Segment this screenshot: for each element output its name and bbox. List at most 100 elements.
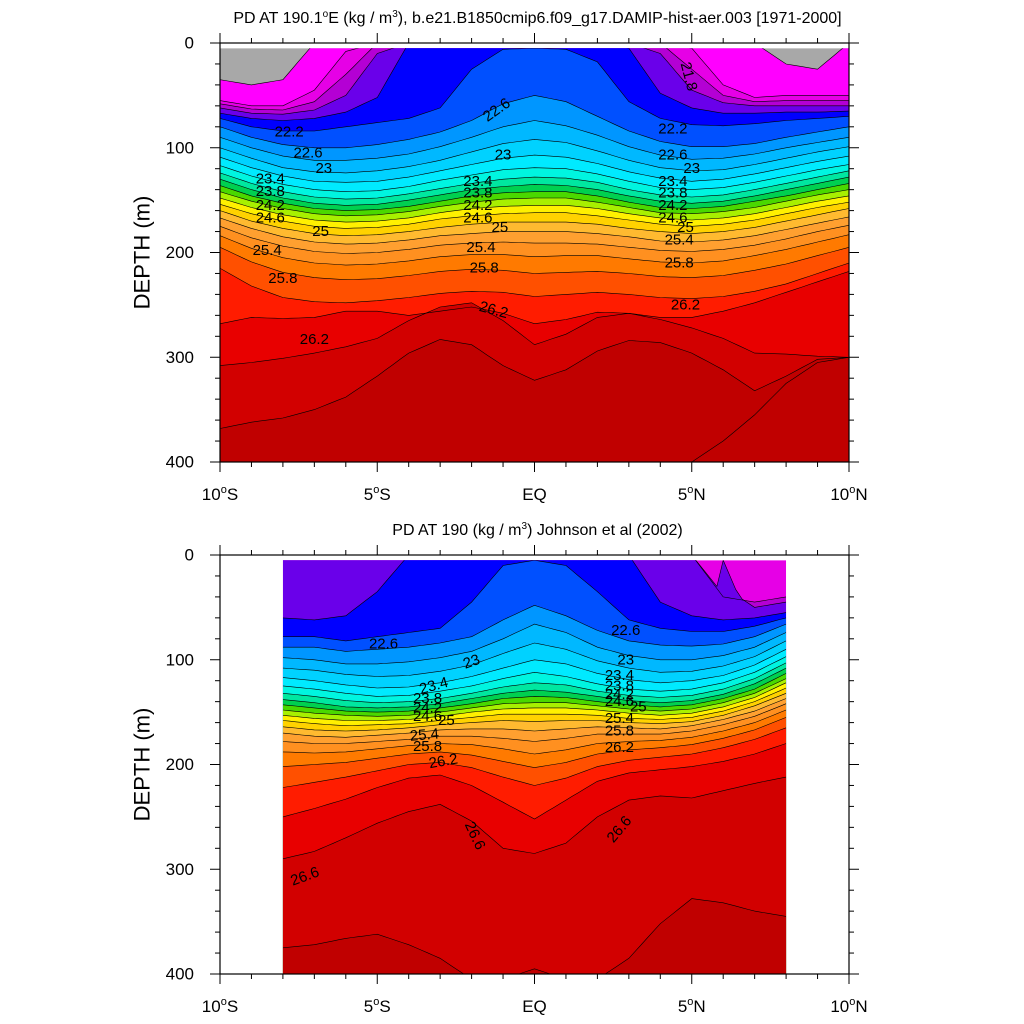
isopycnal-line-26.4 bbox=[282, 776, 787, 860]
x-tick-label: EQ bbox=[522, 485, 547, 504]
isopycnal-line-26.2 bbox=[282, 743, 787, 820]
contour-label: 23 bbox=[617, 651, 634, 668]
contour-label: 24.6 bbox=[256, 209, 285, 226]
isopycnal-line-26.2 bbox=[220, 271, 849, 325]
isopycnal-line-23.8 bbox=[282, 662, 787, 704]
y-tick-label: 400 bbox=[166, 453, 194, 472]
isopycnal-line-22.2 bbox=[695, 560, 787, 608]
isopycnal-line-25.8 bbox=[282, 717, 787, 768]
isopycnal-line-26 bbox=[220, 262, 849, 304]
isopycnal-line-24.8 bbox=[220, 201, 849, 229]
y-axis-label: DEPTH (m) bbox=[130, 708, 155, 822]
isopycnal-line-22.4 bbox=[282, 560, 787, 621]
contour-label: 25.4 bbox=[605, 710, 634, 727]
contour-label: 25.4 bbox=[665, 231, 694, 248]
contour-label: 23.4 bbox=[605, 667, 634, 684]
contour-label: 25 bbox=[630, 698, 647, 715]
isopycnal-line-26.6 bbox=[282, 898, 787, 974]
isopycnal-line-24.2 bbox=[282, 673, 787, 713]
contour-label: 25.8 bbox=[470, 260, 499, 277]
contour-label: 24.2 bbox=[605, 686, 634, 703]
contour-label: 24.6 bbox=[413, 708, 442, 725]
y-tick-label: 300 bbox=[166, 860, 194, 879]
contour-label: 25.4 bbox=[466, 239, 495, 256]
contour-label: 26.2 bbox=[427, 750, 459, 772]
chart-title: PD AT 190.1oE (kg / m3), b.e21.B1850cmip… bbox=[233, 9, 841, 27]
isopycnal-line-23.6 bbox=[220, 164, 849, 193]
y-axis-label: DEPTH (m) bbox=[130, 196, 155, 310]
contour-label: 25.4 bbox=[253, 242, 282, 259]
x-tick-label: 5oN bbox=[678, 996, 706, 1016]
contour-label: 22.6 bbox=[293, 144, 322, 161]
isopycnal-line-22.2 bbox=[220, 48, 849, 115]
isopycnal-line-22.6 bbox=[220, 48, 849, 132]
contour-label: 22.6 bbox=[611, 622, 640, 639]
isopycnal-line-24.4 bbox=[282, 678, 787, 717]
isopycnal-line-23 bbox=[220, 120, 849, 161]
isopycnal-line-22.8 bbox=[282, 604, 787, 652]
contour-label: 25.8 bbox=[413, 738, 442, 755]
contour-label: 23.4 bbox=[658, 173, 687, 190]
isopycnal-line-25.4 bbox=[282, 703, 787, 744]
contour-label: 24.2 bbox=[658, 197, 687, 214]
isopycnal-line-26.6 bbox=[220, 339, 849, 429]
contour-label: 22.6 bbox=[658, 147, 687, 164]
isopycnal-line-23 bbox=[282, 623, 787, 665]
contour-label: 24.2 bbox=[413, 699, 442, 716]
x-tick-label: 5oN bbox=[678, 484, 706, 504]
contour-label: 25.4 bbox=[409, 725, 440, 744]
isopycnal-line-25 bbox=[282, 693, 787, 732]
contour-label: 24.6 bbox=[463, 209, 492, 226]
contour-label: 23 bbox=[461, 651, 482, 673]
isopycnal-line-24.4 bbox=[220, 189, 849, 217]
contour-label: 23.8 bbox=[256, 183, 285, 200]
isopycnal-line-25.8 bbox=[220, 247, 849, 281]
contour-label: 24.2 bbox=[463, 197, 492, 214]
isopycnal-line-22.4 bbox=[220, 48, 849, 121]
isopycnal-line-24 bbox=[282, 667, 787, 709]
isopycnal-line-25.2 bbox=[220, 216, 849, 245]
top-panel-hist-aer: 21.822.622.222.62323.423.824.224.62525.4… bbox=[130, 9, 868, 504]
contour-band-26.6 bbox=[282, 898, 787, 974]
y-tick-label: 100 bbox=[166, 138, 194, 157]
isopycnal-line-25.6 bbox=[282, 709, 787, 755]
contour-label: 24.6 bbox=[605, 693, 634, 710]
isopycnal-line-26 bbox=[282, 727, 787, 788]
contour-label: 25.8 bbox=[605, 722, 634, 739]
contour-band-26.6 bbox=[220, 339, 849, 462]
contour-label: 21.8 bbox=[677, 60, 701, 93]
contour-label: 23.4 bbox=[418, 674, 451, 698]
isopycnal-line-22 bbox=[220, 48, 849, 111]
contour-band-26.8 bbox=[220, 357, 849, 463]
y-tick-label: 200 bbox=[166, 243, 194, 262]
contour-label: 25 bbox=[312, 223, 329, 240]
y-tick-label: 0 bbox=[185, 546, 194, 565]
contour-label: 23.4 bbox=[463, 173, 492, 190]
x-tick-label: EQ bbox=[522, 997, 547, 1016]
isopycnal-line-23.4 bbox=[220, 154, 849, 183]
isopycnal-line-24.6 bbox=[220, 195, 849, 223]
y-tick-label: 0 bbox=[185, 34, 194, 53]
bottom-panel-johnson: 22.622.6232323.423.824.224.62525.425.826… bbox=[130, 521, 868, 1016]
isopycnal-line-26.4 bbox=[220, 302, 849, 366]
contour-label: 25 bbox=[492, 219, 509, 236]
y-tick-label: 400 bbox=[166, 965, 194, 984]
contour-label: 23.8 bbox=[658, 184, 687, 201]
y-tick-label: 300 bbox=[166, 348, 194, 367]
isopycnal-line-25.6 bbox=[220, 234, 849, 266]
contour-label: 26.2 bbox=[477, 298, 510, 322]
contour-label: 26.2 bbox=[671, 296, 700, 313]
isopycnal-line-23.4 bbox=[282, 649, 787, 689]
x-tick-label: 10oN bbox=[830, 996, 867, 1016]
chart-title: PD AT 190 (kg / m3) Johnson et al (2002) bbox=[392, 521, 682, 539]
contour-label: 26.2 bbox=[300, 331, 329, 348]
contour-label: 22.2 bbox=[275, 124, 304, 141]
isopycnal-line-26.8 bbox=[689, 357, 849, 463]
contour-label: 22.2 bbox=[658, 120, 687, 137]
isopycnal-line-25.2 bbox=[282, 698, 787, 738]
isopycnal-line-24.6 bbox=[282, 682, 787, 721]
isopycnal-line-25.4 bbox=[220, 225, 849, 254]
x-tick-label: 10oS bbox=[202, 484, 238, 504]
isopycnal-line-24.8 bbox=[282, 687, 787, 727]
contour-label: 23 bbox=[315, 160, 332, 177]
